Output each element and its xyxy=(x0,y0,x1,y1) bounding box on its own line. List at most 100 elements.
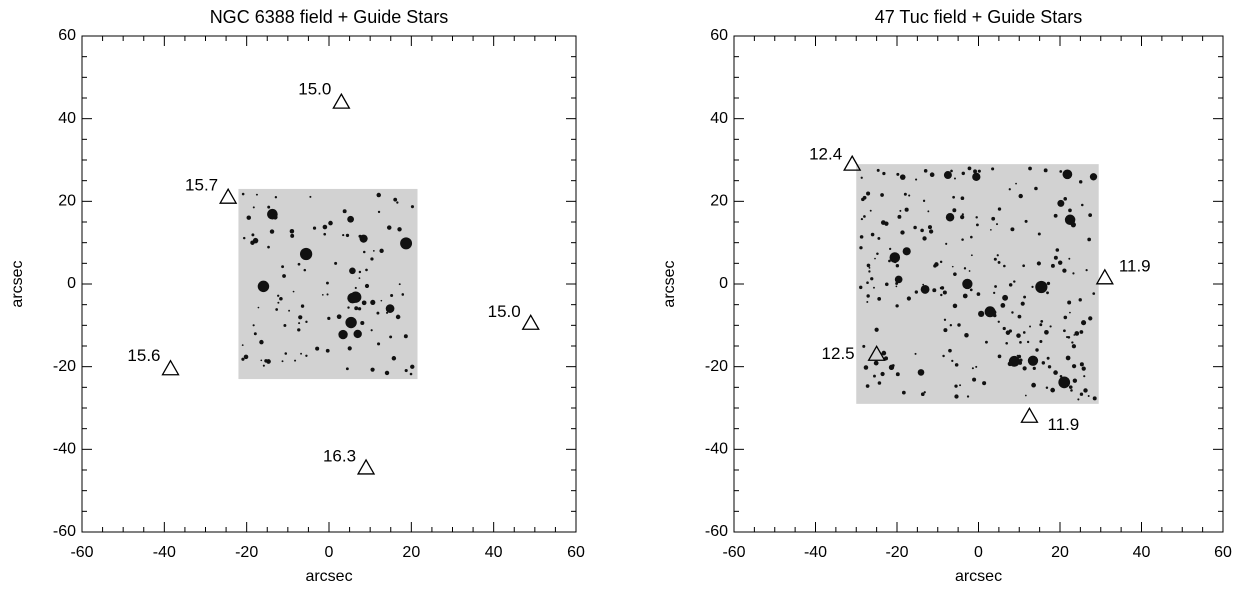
field-star xyxy=(953,177,956,180)
y-tick-label: 0 xyxy=(719,275,728,292)
field-star xyxy=(1002,326,1006,331)
x-tick-label: -40 xyxy=(804,544,827,561)
field-star xyxy=(922,199,926,202)
field-star xyxy=(289,229,295,234)
panel: -60 -40 -20 0 20 40 60 -60 -40 -20 0 20 40 60 NGC 6388… xyxy=(9,7,585,585)
field-star xyxy=(259,339,264,345)
field-star xyxy=(928,229,934,234)
field-star xyxy=(391,356,397,361)
field-star xyxy=(1068,208,1072,213)
magnitude-label: 12.5 xyxy=(822,344,855,363)
field-star xyxy=(328,220,333,226)
field-star xyxy=(997,207,1002,211)
field-star xyxy=(968,270,971,272)
field-star xyxy=(1074,331,1080,336)
field-star xyxy=(903,192,907,196)
field-star xyxy=(977,169,981,173)
field-star xyxy=(1053,213,1058,218)
field-star xyxy=(954,363,959,367)
field-star xyxy=(342,233,345,237)
field-star xyxy=(1058,376,1071,389)
field-star xyxy=(984,306,996,318)
field-star xyxy=(862,344,866,348)
field-star xyxy=(906,296,911,301)
field-star xyxy=(1037,232,1041,236)
field-star xyxy=(953,272,957,276)
field-star xyxy=(1071,344,1077,349)
field-star xyxy=(282,274,286,278)
field-star xyxy=(281,265,285,269)
field-star xyxy=(860,176,863,179)
field-star xyxy=(1003,264,1006,268)
field-star xyxy=(860,217,864,221)
field-star xyxy=(300,352,302,355)
field-star xyxy=(985,340,988,344)
field-star xyxy=(303,268,307,272)
field-star xyxy=(379,248,384,254)
field-star xyxy=(966,395,970,398)
field-star xyxy=(370,329,373,332)
field-star xyxy=(377,210,381,214)
field-star xyxy=(347,215,354,223)
field-star xyxy=(305,354,308,357)
field-star xyxy=(1035,348,1039,352)
field-star xyxy=(1068,257,1071,260)
field-star xyxy=(267,205,271,209)
field-star xyxy=(325,348,330,353)
field-star xyxy=(385,304,395,313)
field-star xyxy=(377,342,381,346)
field-star xyxy=(1088,213,1093,218)
field-star xyxy=(1077,398,1080,401)
y-tick-label: 60 xyxy=(58,27,76,44)
field-star xyxy=(894,275,903,284)
field-star xyxy=(1081,320,1087,326)
field-star xyxy=(1062,169,1073,180)
field-star xyxy=(996,254,999,257)
field-star xyxy=(997,320,1000,323)
field-star xyxy=(942,354,945,358)
field-star xyxy=(1063,315,1068,320)
field-star xyxy=(1055,248,1060,252)
field-star xyxy=(1079,330,1084,334)
field-star xyxy=(895,372,900,377)
field-star xyxy=(347,234,349,236)
field-star xyxy=(975,365,978,368)
field-star xyxy=(1062,268,1067,273)
field-star xyxy=(901,390,906,395)
field-star xyxy=(927,225,933,230)
field-star xyxy=(939,286,943,290)
field-star xyxy=(389,335,393,339)
x-tick-label: 0 xyxy=(325,544,334,561)
field-star xyxy=(354,286,357,290)
field-star xyxy=(277,301,280,304)
field-star xyxy=(327,316,331,321)
field-star xyxy=(1085,269,1088,272)
magnitude-label: 15.6 xyxy=(127,346,160,365)
field-star xyxy=(364,283,370,289)
field-star xyxy=(401,293,405,296)
field-star xyxy=(1026,340,1030,344)
field-star xyxy=(274,196,278,199)
field-star xyxy=(1036,261,1041,266)
field-star xyxy=(914,290,919,294)
field-star xyxy=(361,300,367,306)
field-star xyxy=(978,310,985,318)
field-star xyxy=(1081,366,1086,371)
field-star xyxy=(1068,385,1073,389)
field-star xyxy=(349,291,362,303)
magnitude-label: 15.0 xyxy=(298,80,331,99)
field-star xyxy=(994,285,997,288)
field-star xyxy=(1017,314,1022,319)
field-star xyxy=(1019,340,1022,344)
field-star xyxy=(976,292,981,296)
field-star xyxy=(902,247,911,256)
field-star xyxy=(957,323,961,327)
field-star xyxy=(914,352,917,355)
field-star xyxy=(1020,301,1025,306)
field-star xyxy=(252,206,255,209)
field-star xyxy=(962,293,968,299)
field-star xyxy=(899,174,906,180)
y-tick-label: 40 xyxy=(710,110,728,127)
field-star xyxy=(1016,333,1021,338)
field-star xyxy=(922,283,925,286)
